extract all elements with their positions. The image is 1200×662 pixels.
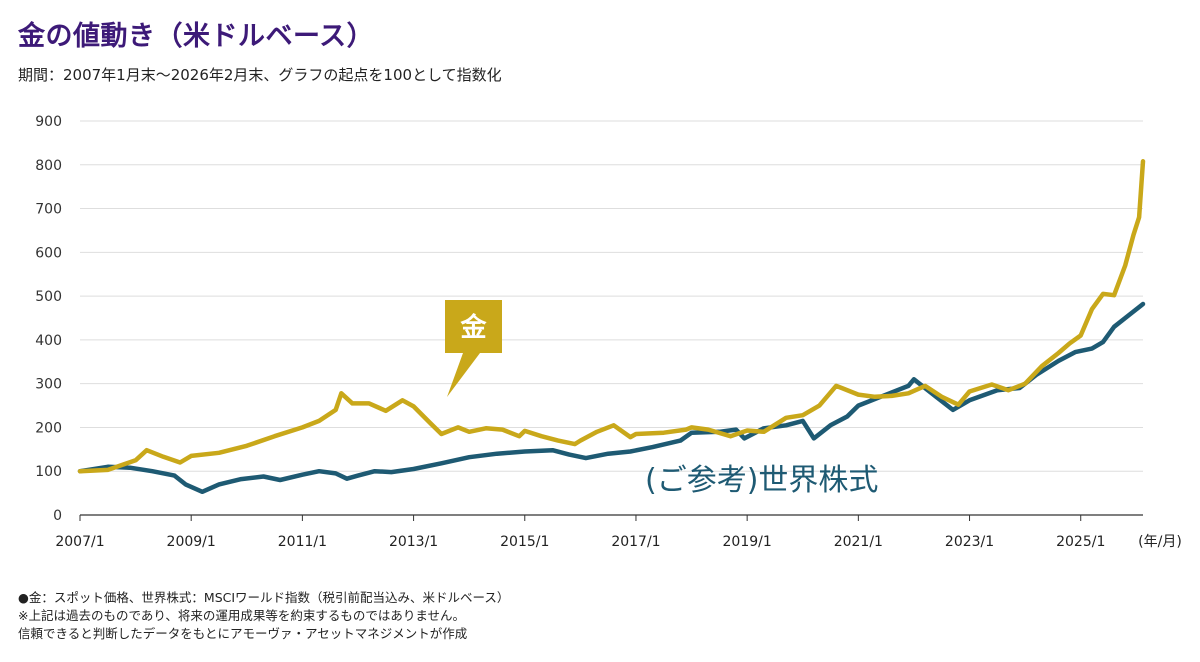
y-tick-label-900: 900: [35, 114, 62, 130]
x-tick-label-2007/1: 2007/1: [55, 534, 104, 550]
x-tick-label-2023/1: 2023/1: [945, 534, 994, 550]
x-tick-label-2019/1: 2019/1: [723, 534, 772, 550]
y-tick-label-200: 200: [35, 420, 62, 436]
y-tick-label-700: 700: [35, 202, 62, 218]
x-tick-label-2017/1: 2017/1: [611, 534, 660, 550]
x-tick-label-2021/1: 2021/1: [834, 534, 883, 550]
y-tick-label-100: 100: [35, 464, 62, 480]
world-equity-label: (ご参考)世界株式: [645, 463, 878, 498]
y-tick-label-400: 400: [35, 333, 62, 349]
chart-title: 金の値動き（米ドルベース）: [18, 21, 375, 52]
world-equity-series-line: [77, 301, 1146, 495]
x-tick-label-2013/1: 2013/1: [389, 534, 438, 550]
y-tick-label-300: 300: [35, 377, 62, 393]
x-tick-label-2011/1: 2011/1: [278, 534, 327, 550]
x-tick-label-2009/1: 2009/1: [167, 534, 216, 550]
x-tick-label-2025/1: 2025/1: [1056, 534, 1105, 550]
x-tick-label-2015/1: 2015/1: [500, 534, 549, 550]
footnote-credit: 信頼できると判断したデータをもとにアモーヴァ・アセットマネジメントが作成: [18, 626, 468, 641]
gold-series-line: [77, 159, 1146, 474]
y-tick-label-0: 0: [53, 508, 62, 524]
gold-callout-label: 金: [459, 312, 487, 343]
footnotes: ●金：スポット価格、世界株式：MSCIワールド指数（税引前配当込み、米ドルベース…: [18, 589, 509, 643]
y-tick-label-500: 500: [35, 289, 62, 305]
chart-subtitle: 期間：2007年1月末～2026年2月末、グラフの起点を100として指数化: [18, 66, 502, 84]
footnote-disclaimer: ※上記は過去のものであり、将来の運用成果等を約束するものではありません。: [18, 608, 465, 623]
y-tick-label-600: 600: [35, 245, 62, 261]
gold-callout-box: [445, 300, 502, 397]
y-tick-label-800: 800: [35, 158, 62, 174]
x-axis-unit-label: (年/月): [1138, 534, 1182, 550]
footnote-source: ●金：スポット価格、世界株式：MSCIワールド指数（税引前配当込み、米ドルベース…: [18, 590, 510, 605]
